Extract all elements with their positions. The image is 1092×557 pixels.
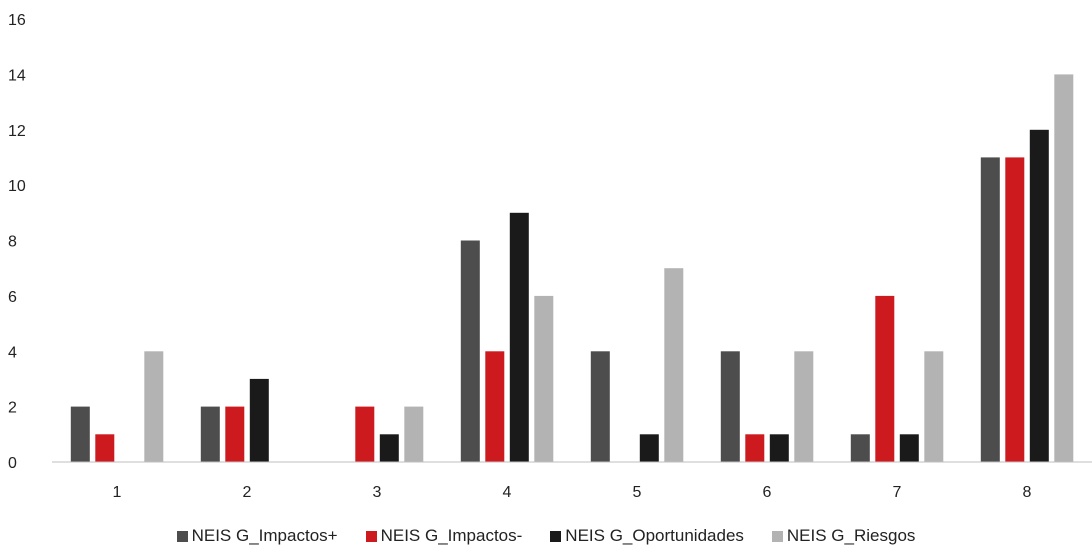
bar-3-cat-5 [639,434,659,462]
legend-swatch [550,530,562,542]
legend-swatch [771,530,783,542]
legend-label: NEIS G_Impactos+ [191,526,338,545]
legend-label: NEIS G_Oportunidades [565,526,744,545]
bars [70,74,1074,463]
legend-label: NEIS G_Riesgos [786,526,916,545]
x-tick-label: 6 [763,484,772,501]
legend-item: NEIS G_Impactos+ [176,526,338,546]
bar-1-cat-4 [460,240,480,462]
x-axis-ticks: 1 2 3 4 5 6 7 8 [113,484,1032,501]
bar-3-cat-7 [899,434,919,462]
x-tick-label: 1 [113,484,122,501]
y-tick-label: 10 [8,178,26,195]
y-tick-label: 2 [8,400,17,417]
legend-swatch [176,530,188,542]
bar-2-cat-3 [355,406,375,462]
x-tick-label: 5 [633,484,642,501]
bar-4-cat-7 [924,351,944,463]
legend-item: NEIS G_Oportunidades [550,526,744,546]
bar-1-cat-2 [200,406,220,462]
bar-1-cat-7 [850,434,870,462]
y-tick-label: 12 [8,123,26,140]
y-tick-label: 8 [8,234,17,251]
bar-3-cat-4 [509,212,529,462]
bar-3-cat-6 [769,434,789,462]
bar-2-cat-7 [875,295,895,462]
bar-4-cat-5 [664,268,684,462]
bar-4-cat-8 [1054,74,1074,463]
legend-label: NEIS G_Impactos- [380,526,523,545]
bar-1-cat-5 [590,351,610,463]
bar-2-cat-1 [95,434,115,462]
y-tick-label: 0 [8,455,17,472]
y-axis-ticks: 0 2 4 6 8 10 12 14 16 [8,12,26,472]
x-tick-label: 7 [893,484,902,501]
x-tick-label: 2 [243,484,252,501]
y-tick-label: 14 [8,67,26,84]
bar-2-cat-6 [745,434,765,462]
x-tick-label: 3 [373,484,382,501]
bar-1-cat-6 [720,351,740,463]
bar-3-cat-8 [1029,129,1049,463]
chart-legend: NEIS G_Impactos+ NEIS G_Impactos- NEIS G_O… [0,526,1092,546]
x-tick-label: 4 [503,484,512,501]
bar-2-cat-8 [1005,157,1025,462]
bar-3-cat-2 [249,378,269,462]
bar-4-cat-4 [534,295,554,462]
x-tick-label: 8 [1023,484,1032,501]
legend-item: NEIS G_Impactos- [365,526,523,546]
bar-2-cat-2 [225,406,245,462]
bar-2-cat-4 [485,351,505,463]
legend-swatch [365,530,377,542]
bar-4-cat-6 [794,351,814,463]
y-tick-label: 4 [8,344,17,361]
bar-1-cat-8 [980,157,1000,462]
bar-4-cat-3 [404,406,424,462]
bar-3-cat-3 [379,434,399,462]
y-tick-label: 16 [8,12,26,29]
legend-item: NEIS G_Riesgos [771,526,916,546]
y-tick-label: 6 [8,289,17,306]
bar-4-cat-1 [144,351,164,463]
bar-1-cat-1 [70,406,90,462]
